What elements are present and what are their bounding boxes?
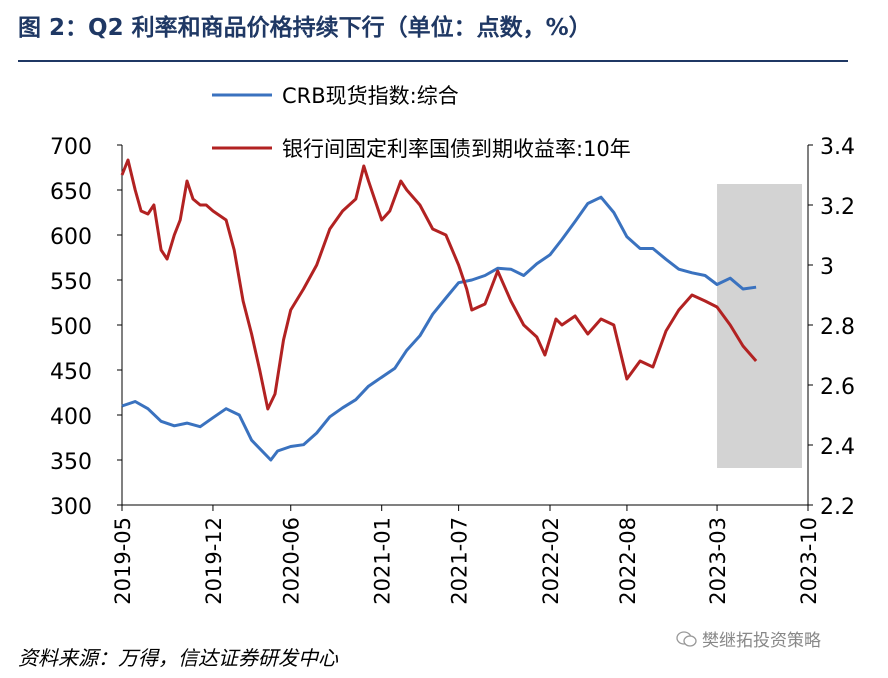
right-tick-label: 3.2 [820,195,855,220]
wechat-icon [676,630,697,647]
title-rule [18,60,848,62]
left-tick-label: 700 [50,135,92,160]
left-tick-label: 650 [50,180,92,205]
x-tick-label: 2023-10 [797,517,821,605]
x-tick-label: 2019-12 [202,517,226,605]
right-tick-label: 2.2 [820,495,855,520]
x-tick-label: 2022-02 [539,517,563,605]
series-lines [120,158,758,462]
legend-label-bond: 银行间固定利率国债到期收益率:10年 [282,137,631,161]
legend-label-crb: CRB现货指数:综合 [282,84,459,108]
source-note: 资料来源：万得，信达证券研发中心 [18,646,338,670]
axes: 300 350 400 450 500 550 600 650 700 2.2 2.4 2.6 2.8 3… [50,135,855,605]
x-tick-label: 2019-05 [111,517,135,605]
watermark-text: 樊继拓投资策略 [702,631,821,651]
x-tick-label: 2021-07 [448,517,472,605]
legend: CRB现货指数:综合 银行间固定利率国债到期收益率:10年 [212,84,631,161]
right-tick-label: 2.8 [820,315,855,340]
right-tick-label: 2.4 [820,435,855,460]
line-chart: 300 350 400 450 500 550 600 650 700 2.2 2.4 2.6 2.8 3… [50,84,855,605]
x-tick-label: 2023-03 [706,517,730,605]
series-line-crb [121,195,757,462]
x-tick-label: 2022-08 [616,517,640,605]
figure-title: 图 2：Q2 利率和商品价格持续下行（单位：点数，%） [18,15,592,41]
watermark: 樊继拓投资策略 [676,626,821,651]
left-tick-label: 550 [50,270,92,295]
left-tick-label: 500 [50,315,92,340]
series-line-bond [120,158,758,411]
left-tick-label: 450 [50,360,92,385]
left-tick-label: 400 [50,405,92,430]
right-tick-label: 2.6 [820,375,855,400]
x-tick-label: 2020-06 [280,517,304,605]
right-tick-label: 3 [820,255,834,280]
right-tick-label: 3.4 [820,135,855,160]
left-tick-label: 600 [50,225,92,250]
x-tick-label: 2021-01 [371,517,395,605]
left-tick-label: 300 [50,495,92,520]
left-tick-label: 350 [50,450,92,475]
